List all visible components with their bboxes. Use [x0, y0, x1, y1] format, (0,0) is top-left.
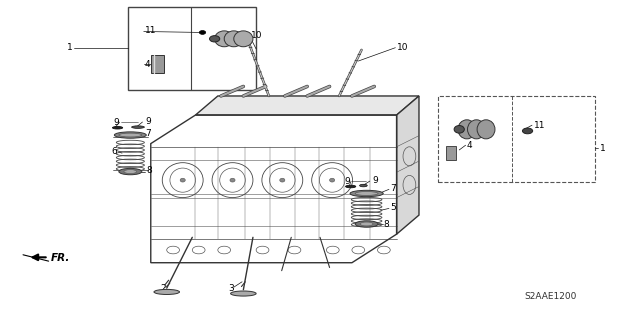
Ellipse shape	[199, 31, 205, 34]
Ellipse shape	[132, 126, 145, 128]
Text: 9: 9	[344, 177, 350, 186]
Ellipse shape	[280, 178, 285, 182]
Text: 7: 7	[390, 184, 396, 193]
Ellipse shape	[467, 120, 485, 139]
Bar	[129, 7, 256, 90]
Ellipse shape	[154, 289, 179, 294]
Ellipse shape	[124, 170, 137, 174]
Ellipse shape	[230, 291, 256, 296]
Ellipse shape	[180, 178, 185, 182]
Text: 11: 11	[534, 121, 545, 130]
Ellipse shape	[355, 221, 378, 227]
Ellipse shape	[214, 31, 234, 47]
Text: 8: 8	[147, 167, 152, 175]
Ellipse shape	[350, 190, 383, 197]
Text: 5: 5	[390, 203, 396, 212]
Text: 1: 1	[600, 144, 605, 153]
Polygon shape	[195, 96, 419, 115]
Text: 4: 4	[145, 60, 150, 69]
Ellipse shape	[119, 168, 142, 175]
Ellipse shape	[522, 128, 532, 134]
Bar	[438, 96, 595, 182]
Text: 8: 8	[384, 220, 390, 229]
Text: 10: 10	[397, 42, 408, 52]
Polygon shape	[397, 96, 419, 234]
Ellipse shape	[458, 120, 476, 139]
Bar	[151, 55, 164, 73]
Ellipse shape	[360, 184, 367, 187]
Ellipse shape	[234, 31, 253, 47]
Text: 11: 11	[145, 26, 157, 35]
Text: 3: 3	[228, 284, 234, 293]
Ellipse shape	[330, 178, 335, 182]
Ellipse shape	[360, 222, 373, 226]
Ellipse shape	[119, 133, 142, 137]
Ellipse shape	[346, 185, 356, 188]
Text: 4: 4	[467, 141, 472, 150]
Text: FR.: FR.	[51, 253, 70, 263]
Ellipse shape	[113, 126, 123, 129]
Ellipse shape	[477, 120, 495, 139]
Text: 10: 10	[251, 31, 262, 40]
Text: S2AAE1200: S2AAE1200	[524, 292, 577, 301]
Bar	[446, 146, 456, 160]
Ellipse shape	[230, 178, 235, 182]
Ellipse shape	[209, 36, 220, 42]
Ellipse shape	[115, 132, 147, 138]
Ellipse shape	[454, 125, 465, 133]
Ellipse shape	[355, 192, 378, 196]
Text: 9: 9	[372, 176, 378, 185]
Text: 7: 7	[145, 129, 151, 138]
Text: 6: 6	[112, 147, 118, 156]
Text: 1: 1	[67, 43, 73, 52]
Text: 9: 9	[145, 117, 151, 126]
Ellipse shape	[224, 31, 243, 47]
Text: 2: 2	[161, 284, 166, 293]
Text: 9: 9	[114, 117, 120, 127]
